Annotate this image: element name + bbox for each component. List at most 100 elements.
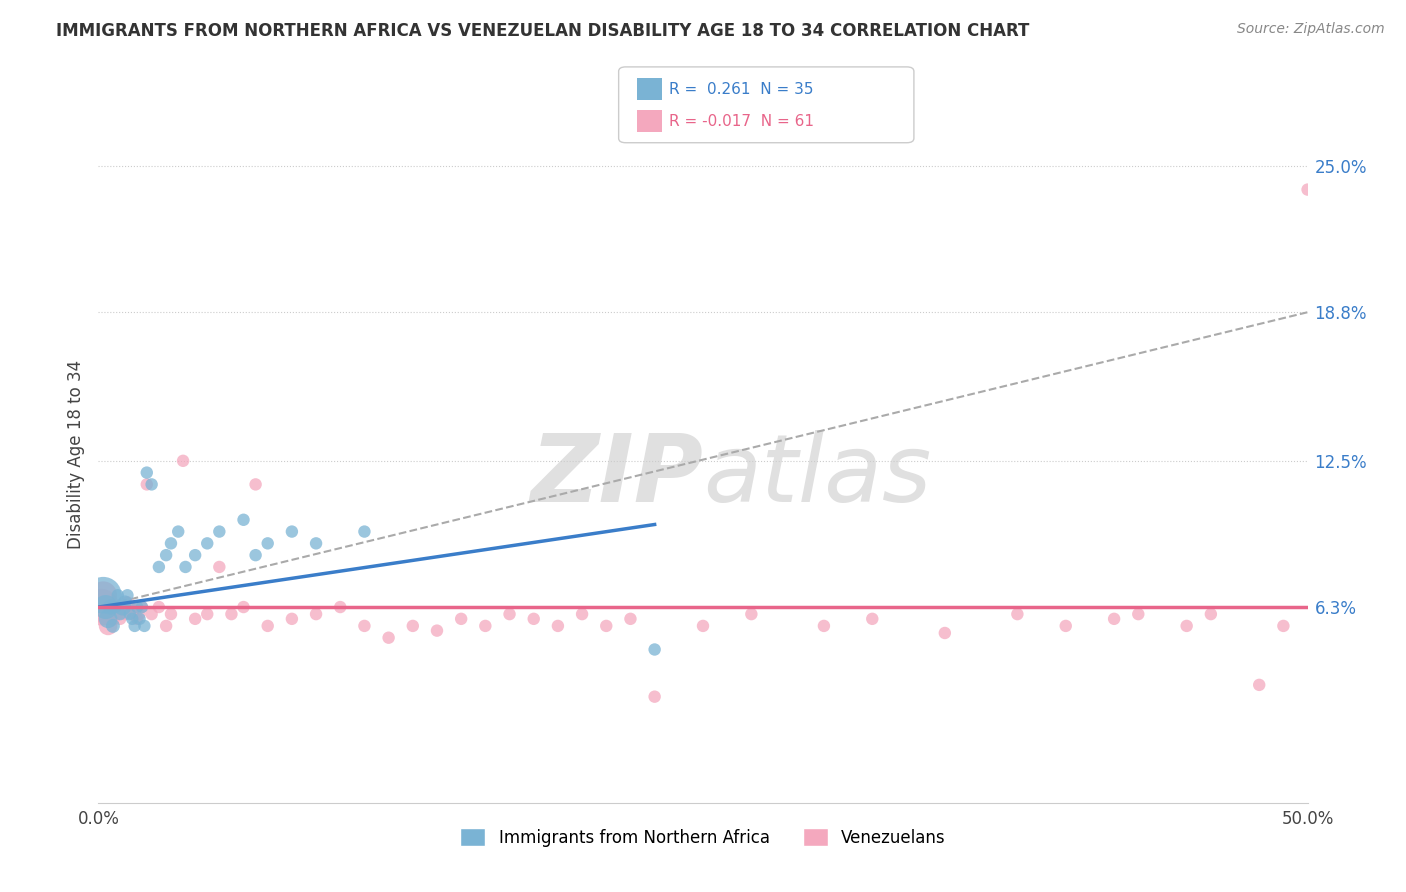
Point <box>124 600 146 615</box>
Point <box>474 619 496 633</box>
Point <box>124 619 146 633</box>
Point <box>108 607 131 621</box>
Point <box>91 588 114 602</box>
Point <box>329 600 352 615</box>
Point <box>353 524 375 539</box>
Point <box>134 619 156 633</box>
Point <box>184 548 207 562</box>
Point <box>117 595 139 609</box>
Point <box>1054 619 1077 633</box>
Point <box>934 626 956 640</box>
Point <box>101 612 124 626</box>
Point <box>117 588 139 602</box>
Point <box>184 612 207 626</box>
Point <box>97 612 120 626</box>
Point <box>1102 612 1125 626</box>
Point <box>135 477 157 491</box>
Point <box>523 612 546 626</box>
Point <box>128 612 150 626</box>
Point <box>692 619 714 633</box>
Point <box>281 524 304 539</box>
Point <box>94 600 117 615</box>
Point <box>402 619 425 633</box>
Point <box>114 607 136 621</box>
Point <box>353 619 375 633</box>
Point <box>195 607 218 621</box>
Point <box>111 600 134 615</box>
Point <box>1296 183 1319 197</box>
Point <box>141 477 163 491</box>
Text: R = -0.017  N = 61: R = -0.017 N = 61 <box>669 114 814 129</box>
Point <box>97 619 120 633</box>
Point <box>148 560 170 574</box>
Text: Source: ZipAtlas.com: Source: ZipAtlas.com <box>1237 22 1385 37</box>
Point <box>208 524 231 539</box>
Point <box>860 612 883 626</box>
Point <box>160 607 183 621</box>
Point <box>1199 607 1222 621</box>
Point <box>208 560 231 574</box>
Point <box>595 619 617 633</box>
Point <box>118 600 141 615</box>
Point <box>128 607 150 621</box>
Point <box>644 690 666 704</box>
Point <box>195 536 218 550</box>
Point <box>172 454 194 468</box>
Point <box>450 612 472 626</box>
Point <box>107 607 129 621</box>
Point <box>114 595 136 609</box>
Point <box>155 619 177 633</box>
Point <box>1007 607 1029 621</box>
Text: ZIP: ZIP <box>530 430 703 522</box>
Point <box>127 600 149 615</box>
Point <box>111 600 134 615</box>
Point <box>131 600 153 615</box>
Point <box>644 642 666 657</box>
Point <box>256 619 278 633</box>
Point <box>547 619 569 633</box>
Point <box>167 524 190 539</box>
Point <box>141 607 163 621</box>
Point <box>174 560 197 574</box>
Point <box>281 612 304 626</box>
Point <box>148 600 170 615</box>
Point <box>107 588 129 602</box>
Point <box>127 612 149 626</box>
Point <box>155 548 177 562</box>
Text: atlas: atlas <box>703 430 931 521</box>
Point <box>571 607 593 621</box>
Point <box>619 612 641 626</box>
Point <box>108 612 131 626</box>
Point <box>100 600 122 615</box>
Point <box>91 588 114 602</box>
Point <box>232 513 254 527</box>
Point <box>245 548 267 562</box>
Point <box>740 607 762 621</box>
Point <box>245 477 267 491</box>
Legend: Immigrants from Northern Africa, Venezuelans: Immigrants from Northern Africa, Venezue… <box>460 829 946 847</box>
Point <box>94 607 117 621</box>
Text: IMMIGRANTS FROM NORTHERN AFRICA VS VENEZUELAN DISABILITY AGE 18 TO 34 CORRELATIO: IMMIGRANTS FROM NORTHERN AFRICA VS VENEZ… <box>56 22 1029 40</box>
Point <box>377 631 399 645</box>
Point <box>121 612 143 626</box>
Point <box>221 607 243 621</box>
Point <box>131 600 153 615</box>
Point <box>104 600 127 615</box>
Y-axis label: Disability Age 18 to 34: Disability Age 18 to 34 <box>66 360 84 549</box>
Point <box>1249 678 1271 692</box>
Point <box>90 600 112 615</box>
Point <box>1128 607 1150 621</box>
Point <box>1175 619 1198 633</box>
Point <box>305 536 328 550</box>
Point <box>101 619 124 633</box>
Point <box>232 600 254 615</box>
Point <box>1272 619 1295 633</box>
Point <box>121 607 143 621</box>
Point <box>305 607 328 621</box>
Point <box>118 607 141 621</box>
Text: R =  0.261  N = 35: R = 0.261 N = 35 <box>669 82 814 97</box>
Point <box>813 619 835 633</box>
Point <box>104 600 127 615</box>
Point <box>498 607 520 621</box>
Point <box>256 536 278 550</box>
